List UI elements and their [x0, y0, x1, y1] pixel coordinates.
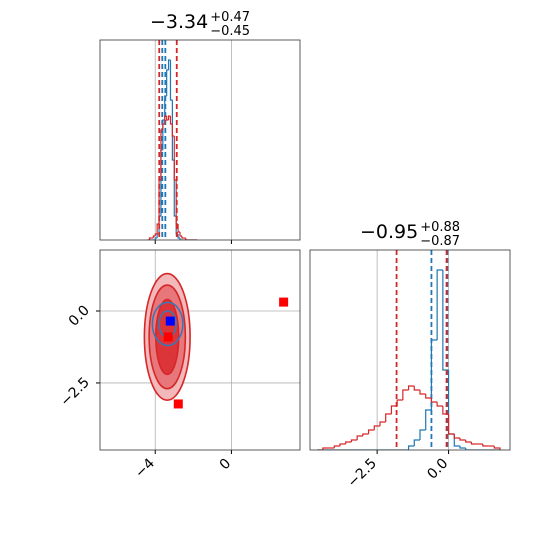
hist-step — [154, 237, 158, 240]
hist-step — [385, 413, 392, 422]
contour — [151, 301, 184, 347]
hist-step — [333, 445, 340, 448]
hist-step — [402, 389, 409, 400]
title-value: −3.34 — [150, 11, 208, 33]
hist-step — [447, 370, 455, 435]
marker — [173, 399, 183, 409]
hist-step — [436, 269, 443, 340]
hist-step — [166, 116, 169, 121]
hist-step — [350, 439, 358, 442]
frame — [99, 249, 301, 451]
y-tick-label: 0.0 — [66, 303, 93, 330]
hist-step — [322, 447, 329, 450]
hist-step — [160, 129, 163, 180]
hist-step — [181, 236, 184, 239]
marker — [279, 297, 289, 307]
y-tick-label: −2.5 — [57, 374, 92, 409]
hist-step — [413, 386, 420, 391]
title-plus: +0.88 — [420, 220, 460, 235]
hist-step — [425, 409, 432, 430]
hist-step — [356, 435, 363, 440]
hist-step — [179, 238, 182, 240]
hist-step — [162, 123, 165, 130]
hist-step — [379, 421, 386, 426]
x-tick-label: 0 — [217, 456, 235, 474]
x-tick-label: −2.5 — [345, 456, 380, 491]
hist-step — [470, 442, 478, 445]
title-value: −0.95 — [360, 221, 418, 243]
hist-step — [407, 445, 415, 450]
panel-title: −0.95 +0.88−0.87 — [360, 220, 460, 249]
hist-step — [447, 414, 455, 435]
hist-step — [171, 100, 175, 161]
hist-step — [436, 402, 443, 407]
title-minus: −0.87 — [420, 234, 460, 249]
panel — [100, 250, 300, 450]
x-tick-label: 0.0 — [424, 456, 451, 483]
marker — [163, 332, 173, 342]
hist-step — [362, 433, 369, 436]
hist-step — [390, 405, 398, 414]
hist-step — [152, 235, 156, 238]
frame — [99, 39, 301, 241]
hist-step — [482, 444, 489, 447]
hist-step — [413, 439, 420, 446]
x-tick-label: −4 — [132, 455, 158, 481]
hist-step — [164, 115, 167, 124]
marker — [165, 316, 175, 326]
hist-step — [453, 434, 460, 447]
panel — [317, 250, 501, 450]
title-minus: −0.45 — [210, 24, 250, 39]
hist-step — [169, 60, 173, 101]
hist-step — [367, 429, 375, 434]
hist-step — [459, 446, 466, 449]
hist-step — [177, 234, 180, 239]
hist-step — [148, 237, 152, 240]
hist-step — [407, 385, 415, 390]
hist-step — [373, 425, 380, 430]
hist-step — [154, 233, 158, 236]
hist-step — [419, 390, 426, 395]
panel — [147, 40, 232, 240]
hist-step — [339, 443, 346, 446]
panel-title: −3.34 +0.47−0.45 — [150, 10, 250, 39]
hist-step — [345, 441, 352, 444]
hist-step — [166, 69, 169, 96]
hist-step — [459, 438, 466, 441]
hist-step — [465, 448, 472, 450]
hist-step — [465, 440, 472, 443]
hist-step — [430, 398, 438, 403]
hist-step — [167, 115, 171, 120]
hist-step — [396, 399, 403, 406]
hist-step — [453, 434, 460, 439]
hist-step — [169, 116, 173, 125]
hist-step — [425, 394, 432, 399]
hist-step — [167, 59, 171, 70]
hist-step — [419, 429, 426, 440]
hist-step — [177, 224, 180, 233]
hist-step — [185, 238, 188, 240]
hist-step — [179, 232, 182, 237]
hist-step — [173, 136, 177, 181]
hist-step — [493, 446, 501, 450]
hist-step — [171, 124, 175, 137]
title-plus: +0.47 — [210, 10, 250, 25]
frame — [309, 249, 511, 451]
